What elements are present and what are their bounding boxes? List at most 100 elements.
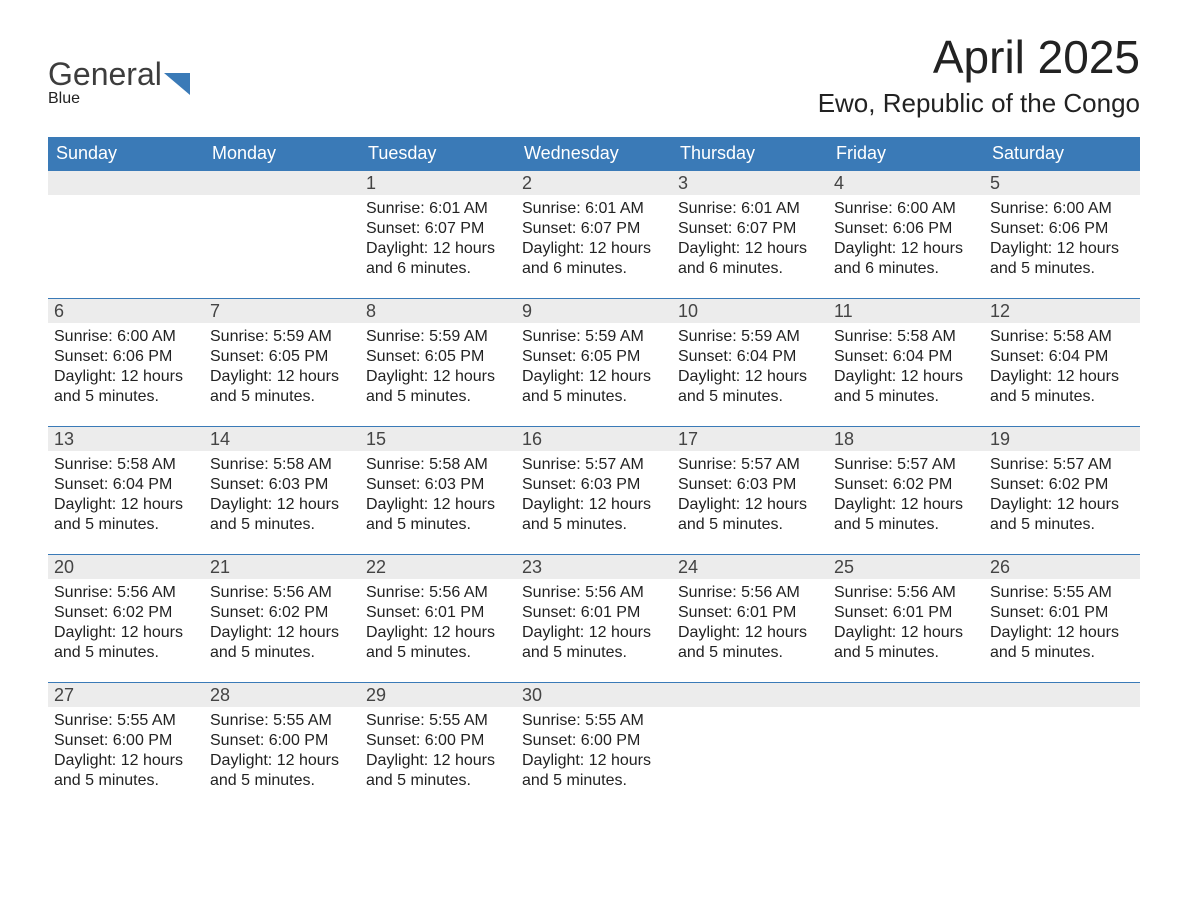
day-number: 17 xyxy=(672,427,828,451)
day-body: Sunrise: 5:55 AMSunset: 6:00 PMDaylight:… xyxy=(204,707,360,799)
calendar-cell: 13Sunrise: 5:58 AMSunset: 6:04 PMDayligh… xyxy=(48,427,204,555)
day-body: Sunrise: 5:56 AMSunset: 6:01 PMDaylight:… xyxy=(828,579,984,671)
day-number: 16 xyxy=(516,427,672,451)
day-body: Sunrise: 5:57 AMSunset: 6:03 PMDaylight:… xyxy=(672,451,828,543)
day-body: Sunrise: 6:01 AMSunset: 6:07 PMDaylight:… xyxy=(360,195,516,287)
sunset-line: Sunset: 6:06 PM xyxy=(54,347,198,367)
day-body: Sunrise: 5:57 AMSunset: 6:03 PMDaylight:… xyxy=(516,451,672,543)
daylight-line: Daylight: 12 hours and 5 minutes. xyxy=(366,751,510,791)
brand-flag-icon xyxy=(164,68,190,90)
day-body: Sunrise: 5:58 AMSunset: 6:04 PMDaylight:… xyxy=(48,451,204,543)
day-number: 22 xyxy=(360,555,516,579)
sunrise-line: Sunrise: 6:00 AM xyxy=(54,327,198,347)
day-body: Sunrise: 5:55 AMSunset: 6:00 PMDaylight:… xyxy=(516,707,672,799)
calendar-cell: 18Sunrise: 5:57 AMSunset: 6:02 PMDayligh… xyxy=(828,427,984,555)
sunrise-line: Sunrise: 5:56 AM xyxy=(834,583,978,603)
calendar-cell: 9Sunrise: 5:59 AMSunset: 6:05 PMDaylight… xyxy=(516,299,672,427)
day-body: Sunrise: 5:59 AMSunset: 6:05 PMDaylight:… xyxy=(516,323,672,415)
day-body: Sunrise: 5:59 AMSunset: 6:05 PMDaylight:… xyxy=(360,323,516,415)
day-body: Sunrise: 5:56 AMSunset: 6:01 PMDaylight:… xyxy=(516,579,672,671)
sunset-line: Sunset: 6:02 PM xyxy=(54,603,198,623)
day-number xyxy=(204,171,360,195)
daylight-line: Daylight: 12 hours and 6 minutes. xyxy=(678,239,822,279)
day-header: Saturday xyxy=(984,137,1140,171)
month-title: April 2025 xyxy=(818,30,1140,84)
calendar-cell: 3Sunrise: 6:01 AMSunset: 6:07 PMDaylight… xyxy=(672,171,828,299)
sunset-line: Sunset: 6:06 PM xyxy=(834,219,978,239)
sunset-line: Sunset: 6:01 PM xyxy=(522,603,666,623)
day-body: Sunrise: 6:01 AMSunset: 6:07 PMDaylight:… xyxy=(672,195,828,287)
sunset-line: Sunset: 6:00 PM xyxy=(54,731,198,751)
sunrise-line: Sunrise: 5:58 AM xyxy=(366,455,510,475)
day-number: 23 xyxy=(516,555,672,579)
sunset-line: Sunset: 6:04 PM xyxy=(678,347,822,367)
daylight-line: Daylight: 12 hours and 5 minutes. xyxy=(990,623,1134,663)
daylight-line: Daylight: 12 hours and 5 minutes. xyxy=(678,495,822,535)
sunset-line: Sunset: 6:00 PM xyxy=(210,731,354,751)
brand-logo: General Blue xyxy=(48,30,190,108)
daylight-line: Daylight: 12 hours and 5 minutes. xyxy=(834,367,978,407)
sunrise-line: Sunrise: 5:57 AM xyxy=(990,455,1134,475)
day-number xyxy=(984,683,1140,707)
calendar-week-row: 6Sunrise: 6:00 AMSunset: 6:06 PMDaylight… xyxy=(48,299,1140,427)
sunrise-line: Sunrise: 6:01 AM xyxy=(366,199,510,219)
sunset-line: Sunset: 6:01 PM xyxy=(834,603,978,623)
calendar-cell: 12Sunrise: 5:58 AMSunset: 6:04 PMDayligh… xyxy=(984,299,1140,427)
day-number: 25 xyxy=(828,555,984,579)
day-number: 26 xyxy=(984,555,1140,579)
calendar-cell: 2Sunrise: 6:01 AMSunset: 6:07 PMDaylight… xyxy=(516,171,672,299)
day-body xyxy=(48,195,204,207)
day-number: 4 xyxy=(828,171,984,195)
day-body: Sunrise: 5:59 AMSunset: 6:04 PMDaylight:… xyxy=(672,323,828,415)
calendar-week-row: 20Sunrise: 5:56 AMSunset: 6:02 PMDayligh… xyxy=(48,555,1140,683)
sunset-line: Sunset: 6:02 PM xyxy=(210,603,354,623)
calendar-cell: 25Sunrise: 5:56 AMSunset: 6:01 PMDayligh… xyxy=(828,555,984,683)
day-body: Sunrise: 5:58 AMSunset: 6:03 PMDaylight:… xyxy=(204,451,360,543)
sunrise-line: Sunrise: 5:57 AM xyxy=(522,455,666,475)
day-number: 21 xyxy=(204,555,360,579)
day-number: 12 xyxy=(984,299,1140,323)
calendar-week-row: 1Sunrise: 6:01 AMSunset: 6:07 PMDaylight… xyxy=(48,171,1140,299)
day-body: Sunrise: 5:58 AMSunset: 6:04 PMDaylight:… xyxy=(984,323,1140,415)
sunset-line: Sunset: 6:07 PM xyxy=(522,219,666,239)
sunset-line: Sunset: 6:04 PM xyxy=(54,475,198,495)
sunrise-line: Sunrise: 5:57 AM xyxy=(834,455,978,475)
day-number: 9 xyxy=(516,299,672,323)
day-number: 20 xyxy=(48,555,204,579)
sunrise-line: Sunrise: 5:56 AM xyxy=(54,583,198,603)
calendar-cell: 28Sunrise: 5:55 AMSunset: 6:00 PMDayligh… xyxy=(204,683,360,811)
daylight-line: Daylight: 12 hours and 5 minutes. xyxy=(834,623,978,663)
daylight-line: Daylight: 12 hours and 5 minutes. xyxy=(54,495,198,535)
day-body: Sunrise: 5:55 AMSunset: 6:00 PMDaylight:… xyxy=(360,707,516,799)
day-number: 18 xyxy=(828,427,984,451)
calendar-cell: 5Sunrise: 6:00 AMSunset: 6:06 PMDaylight… xyxy=(984,171,1140,299)
day-number: 19 xyxy=(984,427,1140,451)
daylight-line: Daylight: 12 hours and 5 minutes. xyxy=(522,495,666,535)
day-number: 28 xyxy=(204,683,360,707)
calendar-thead: Sunday Monday Tuesday Wednesday Thursday… xyxy=(48,137,1140,171)
daylight-line: Daylight: 12 hours and 5 minutes. xyxy=(990,495,1134,535)
sunrise-line: Sunrise: 5:58 AM xyxy=(990,327,1134,347)
daylight-line: Daylight: 12 hours and 5 minutes. xyxy=(210,623,354,663)
day-body: Sunrise: 6:00 AMSunset: 6:06 PMDaylight:… xyxy=(984,195,1140,287)
sunrise-line: Sunrise: 5:56 AM xyxy=(210,583,354,603)
calendar-cell: 6Sunrise: 6:00 AMSunset: 6:06 PMDaylight… xyxy=(48,299,204,427)
sunset-line: Sunset: 6:05 PM xyxy=(210,347,354,367)
sunrise-line: Sunrise: 5:56 AM xyxy=(522,583,666,603)
sunset-line: Sunset: 6:07 PM xyxy=(366,219,510,239)
calendar-cell xyxy=(984,683,1140,811)
calendar-cell xyxy=(204,171,360,299)
daylight-line: Daylight: 12 hours and 5 minutes. xyxy=(54,623,198,663)
calendar-cell: 7Sunrise: 5:59 AMSunset: 6:05 PMDaylight… xyxy=(204,299,360,427)
sunset-line: Sunset: 6:02 PM xyxy=(990,475,1134,495)
calendar-cell: 27Sunrise: 5:55 AMSunset: 6:00 PMDayligh… xyxy=(48,683,204,811)
daylight-line: Daylight: 12 hours and 5 minutes. xyxy=(990,239,1134,279)
day-number: 1 xyxy=(360,171,516,195)
day-number xyxy=(672,683,828,707)
day-number: 3 xyxy=(672,171,828,195)
brand-word-2: Blue xyxy=(48,90,80,107)
sunrise-line: Sunrise: 6:00 AM xyxy=(990,199,1134,219)
daylight-line: Daylight: 12 hours and 5 minutes. xyxy=(210,367,354,407)
sunset-line: Sunset: 6:06 PM xyxy=(990,219,1134,239)
day-number: 30 xyxy=(516,683,672,707)
